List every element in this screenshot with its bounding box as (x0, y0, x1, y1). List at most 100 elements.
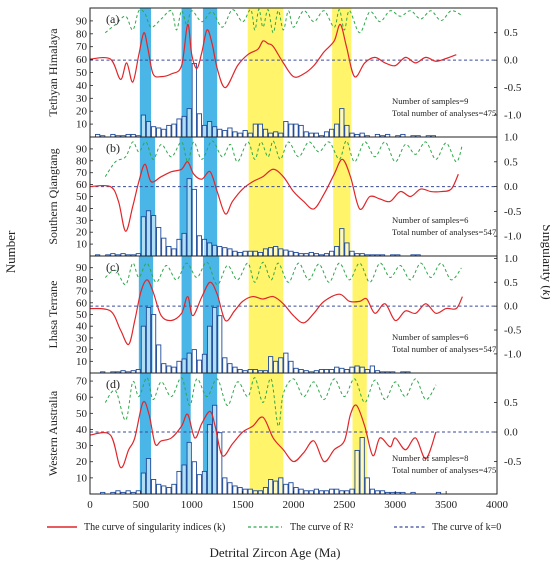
histogram-bar (191, 188, 197, 257)
x-axis-title: Detrital Zircon Age (Ma) (209, 545, 340, 560)
histogram-bar (150, 126, 157, 138)
histogram-bar (293, 123, 299, 138)
x-tick-label: 2500 (333, 499, 356, 511)
histogram-bar (156, 127, 162, 138)
band-blue-1 (181, 256, 192, 373)
histogram-bar (334, 366, 340, 374)
k-tick-label: -1.0 (504, 348, 522, 360)
histogram-bar (232, 366, 238, 374)
count-tick-label: 60 (76, 54, 88, 66)
histogram-bar (329, 250, 335, 257)
histogram-bar (257, 123, 264, 138)
histogram-bar (303, 131, 309, 138)
histogram-bar (196, 113, 202, 138)
panel-letter: (b) (106, 141, 120, 155)
count-tick-label: 50 (76, 408, 88, 420)
histogram-bar (283, 352, 289, 374)
count-tick-label: 50 (76, 67, 88, 79)
histogram-bar (191, 349, 197, 374)
count-tick-label: 70 (76, 167, 88, 179)
histogram-bar (191, 63, 197, 138)
histogram-bar (166, 246, 172, 257)
count-tick-label: 70 (76, 286, 88, 298)
histogram-bar (227, 127, 233, 138)
k-tick-label: 1.0 (504, 132, 518, 144)
panel-d: 10 20 30 40 50 60 70 -0.5 0.0 0.5 (d) Western Austr… (46, 372, 522, 495)
histogram-bar (140, 216, 147, 257)
histogram-bar (247, 250, 253, 257)
histogram-bar (242, 250, 248, 257)
histogram-bar (206, 242, 213, 257)
histogram-bar (242, 488, 248, 495)
histogram-bar (181, 464, 187, 495)
histogram-bar (273, 131, 279, 138)
band-blue-0 (139, 8, 152, 137)
histogram-bar (339, 228, 345, 257)
histogram-bar (171, 248, 177, 257)
panel-letter: (c) (106, 260, 119, 274)
histogram-bar (232, 131, 238, 138)
histogram-bar (161, 128, 167, 138)
histogram-bar (293, 367, 299, 374)
histogram-bar (278, 132, 284, 138)
histogram-bar (278, 477, 284, 495)
count-tick-label: 40 (76, 424, 88, 436)
histogram-bar (252, 369, 258, 374)
k-tick-label: 0.0 (504, 181, 518, 193)
band-blue-0 (139, 373, 152, 494)
histogram-bar (186, 108, 192, 138)
r2-curve (104, 377, 437, 427)
histogram-bar (201, 124, 208, 138)
histogram-bar (166, 365, 172, 374)
histogram-bar (140, 472, 147, 495)
singularity-curve (89, 158, 459, 232)
panel-title: Lhasa Terrane (46, 281, 60, 349)
count-tick-label: 80 (76, 28, 88, 40)
count-tick-label: 90 (76, 15, 88, 27)
histogram-bar (222, 130, 228, 138)
histogram-bar (237, 132, 243, 138)
histogram-bar (339, 367, 345, 374)
k-tick-label: 0.0 (504, 427, 518, 439)
count-tick-label: 40 (76, 321, 88, 333)
histogram-bar (354, 449, 360, 495)
histogram-bar (201, 353, 208, 374)
histogram-bar (364, 369, 370, 374)
histogram-bar (135, 369, 141, 374)
count-tick-label: 30 (76, 440, 88, 452)
histogram-bar (206, 121, 213, 138)
x-tick-label: 3500 (435, 499, 458, 511)
k-tick-label: 0.0 (504, 55, 518, 67)
histogram-bar (227, 363, 233, 374)
histogram-bar (196, 359, 202, 374)
histogram-bar (156, 344, 162, 374)
histogram-bar (364, 477, 370, 495)
histogram-bar (262, 248, 269, 257)
count-tick-label: 90 (76, 262, 88, 274)
count-tick-label: 20 (76, 344, 88, 356)
k-tick-label: 1.0 (504, 253, 518, 265)
count-tick-label: 50 (76, 309, 88, 321)
histogram-bar (278, 248, 284, 257)
histogram-bar (288, 123, 294, 138)
histogram-bar (206, 325, 213, 374)
histogram-bar (318, 369, 325, 374)
histogram-bar (298, 124, 304, 138)
k-tick-label: -1.0 (504, 231, 522, 243)
histogram-bar (268, 132, 274, 138)
histogram-bar (273, 246, 279, 257)
panel-letter: (d) (106, 377, 120, 391)
count-tick-label: 20 (76, 456, 88, 468)
histogram-bar (181, 232, 187, 257)
band-yellow-3 (248, 137, 284, 256)
histogram-bar (323, 131, 330, 138)
band-yellow-3 (247, 8, 284, 137)
histogram-bar (298, 369, 304, 374)
band-blue-1 (181, 8, 192, 137)
histogram-bar (344, 242, 350, 257)
histogram-bar (176, 118, 182, 138)
histogram-bar (369, 488, 375, 495)
histogram-bar (217, 246, 223, 257)
histogram-bar (191, 461, 197, 495)
